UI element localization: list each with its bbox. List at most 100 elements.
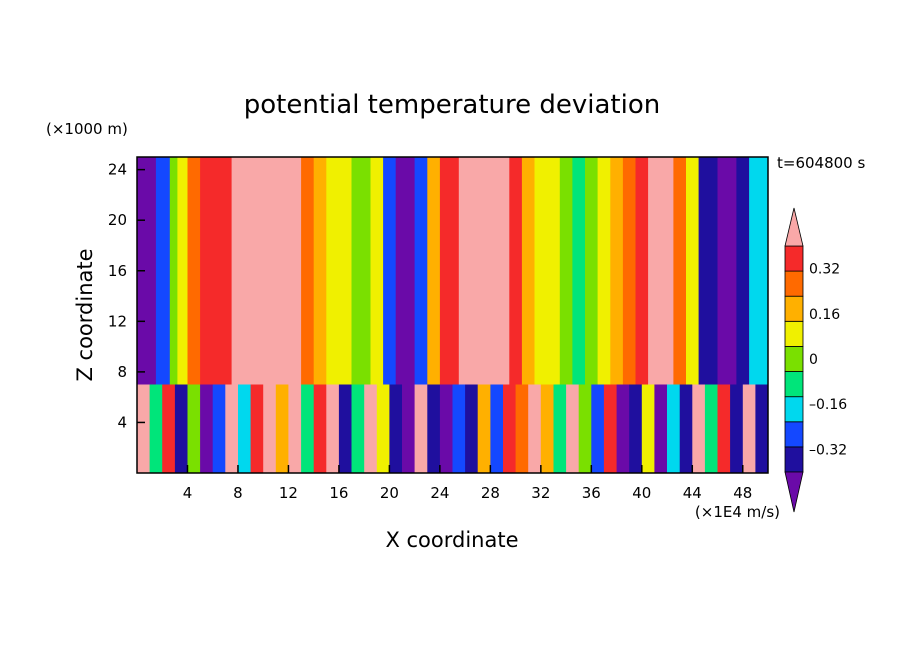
colorbar-segment [784, 295, 804, 322]
upper-layer-band [137, 157, 157, 385]
lower-layer-band [238, 384, 252, 473]
y-tick-label: 4 [117, 413, 127, 431]
lower-layer-band [629, 384, 643, 473]
upper-layer-band [477, 157, 498, 385]
upper-layer-band [263, 157, 283, 385]
lower-layer-band [616, 384, 630, 473]
lower-layer-band [200, 384, 214, 473]
upper-layer-band [673, 157, 687, 385]
upper-layer-band [635, 157, 649, 385]
lower-layer-band [730, 384, 744, 473]
y-tick-label: 12 [108, 312, 127, 330]
colorbar-bottom-arrow [784, 471, 804, 513]
x-unit-label: (×1E4 m/s) [695, 503, 780, 521]
lower-layer-band [755, 384, 768, 473]
lower-layer-band [414, 384, 428, 473]
upper-layer-band [622, 157, 637, 385]
lower-layer-band [704, 384, 719, 473]
upper-layer-band [534, 157, 548, 385]
upper-layer-band [282, 157, 302, 385]
upper-layer-band [338, 157, 353, 385]
time-label: t=604800 s [777, 154, 865, 172]
lower-layer-band [351, 384, 365, 473]
colorbar-segment [784, 421, 804, 448]
y-tick-label: 8 [117, 363, 127, 381]
x-tick-label: 20 [380, 484, 399, 502]
upper-layer-band [326, 157, 340, 385]
upper-layer-band [572, 157, 586, 385]
lower-layer-band [389, 384, 403, 473]
lower-layer-band [250, 384, 264, 473]
lower-layer-band [288, 384, 302, 473]
lower-layer-band [137, 384, 151, 473]
x-tick-label: 48 [733, 484, 752, 502]
upper-layer-band [686, 157, 700, 385]
upper-layer-band [301, 157, 315, 385]
colorbar-segment [784, 345, 804, 372]
x-axis-label: X coordinate [385, 528, 518, 552]
lower-layer-band [338, 384, 353, 473]
lower-layer-band [578, 384, 592, 473]
upper-layer-band [414, 157, 428, 385]
colorbar-segment [784, 245, 804, 272]
lower-layer-band [313, 384, 327, 473]
lower-layer-band [591, 384, 605, 473]
colorbar-segment [784, 371, 804, 398]
upper-layer-band [212, 157, 233, 385]
x-tick-label: 40 [632, 484, 651, 502]
lower-layer-band [364, 384, 378, 473]
colorbar-segment [784, 396, 804, 423]
lower-layer-band [540, 384, 554, 473]
x-tick-label: 12 [279, 484, 298, 502]
upper-layer-band [231, 157, 264, 385]
lower-layer-band [679, 384, 693, 473]
upper-layer-band [383, 157, 397, 385]
upper-layer-band [660, 157, 674, 385]
upper-layer-band [648, 157, 662, 385]
colorbar-tick-label: 0 [809, 352, 818, 368]
x-tick-label: 16 [329, 484, 348, 502]
plot-frame [136, 156, 769, 474]
lower-layer-band [174, 384, 189, 473]
upper-layer-band [597, 157, 611, 385]
lower-layer-band [275, 384, 289, 473]
x-axis: 4 8 12 16 20 24 28 32 36 40 44 48 [183, 465, 752, 502]
upper-layer-band [559, 157, 573, 385]
lower-layer-band [515, 384, 529, 473]
upper-layer-band [439, 157, 460, 385]
colorbar-tick-label: 0.32 [809, 262, 840, 278]
upper-layer-band [521, 157, 536, 385]
lower-layer-band [402, 384, 416, 473]
colorbar-segment [784, 270, 804, 297]
colorbar-tick-label: –0.16 [809, 397, 847, 413]
upper-layer-band [395, 157, 416, 385]
lower-layer-band [742, 384, 756, 473]
lower-layer-band [225, 384, 239, 473]
upper-layer-band [187, 157, 201, 385]
x-tick-label: 32 [531, 484, 550, 502]
upper-layer-band [749, 157, 768, 385]
lower-layer-band [465, 384, 479, 473]
lower-layer-band [301, 384, 315, 473]
x-tick-label: 36 [582, 484, 601, 502]
lower-layer-band [667, 384, 681, 473]
upper-layer-band [177, 157, 189, 385]
y-tick-label: 20 [108, 211, 127, 229]
x-tick-label: 28 [481, 484, 500, 502]
upper-layer-band [717, 157, 737, 385]
lower-layer-band [553, 384, 567, 473]
upper-layer-band [496, 157, 510, 385]
upper-layer-band [458, 157, 479, 385]
lower-layer-band [641, 384, 655, 473]
x-tick-label: 8 [233, 484, 243, 502]
upper-layer-band [698, 157, 719, 385]
upper-layer-band [351, 157, 371, 385]
x-tick-label: 4 [183, 484, 193, 502]
lower-layer-band [427, 384, 441, 473]
lower-layer-band [654, 384, 668, 473]
lower-layer-band [528, 384, 542, 473]
x-tick-label: 24 [430, 484, 449, 502]
chart-title: potential temperature deviation [244, 90, 660, 120]
lower-layer-band [566, 384, 580, 473]
